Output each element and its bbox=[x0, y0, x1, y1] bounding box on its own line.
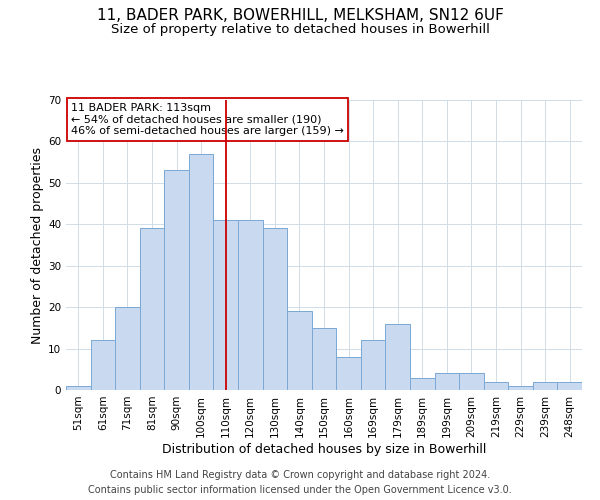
Bar bbox=[66, 386, 91, 390]
Bar bbox=[189, 154, 214, 390]
Text: Size of property relative to detached houses in Bowerhill: Size of property relative to detached ho… bbox=[110, 22, 490, 36]
Bar bbox=[557, 382, 582, 390]
Bar bbox=[238, 220, 263, 390]
Bar bbox=[410, 378, 434, 390]
Bar bbox=[385, 324, 410, 390]
Bar bbox=[91, 340, 115, 390]
Bar bbox=[164, 170, 189, 390]
Bar bbox=[115, 307, 140, 390]
Bar bbox=[263, 228, 287, 390]
Bar bbox=[508, 386, 533, 390]
Bar bbox=[287, 312, 312, 390]
Bar bbox=[533, 382, 557, 390]
Text: 11 BADER PARK: 113sqm
← 54% of detached houses are smaller (190)
46% of semi-det: 11 BADER PARK: 113sqm ← 54% of detached … bbox=[71, 103, 344, 136]
Bar bbox=[140, 228, 164, 390]
Y-axis label: Number of detached properties: Number of detached properties bbox=[31, 146, 44, 344]
X-axis label: Distribution of detached houses by size in Bowerhill: Distribution of detached houses by size … bbox=[162, 442, 486, 456]
Bar bbox=[484, 382, 508, 390]
Bar bbox=[336, 357, 361, 390]
Text: Contains HM Land Registry data © Crown copyright and database right 2024.
Contai: Contains HM Land Registry data © Crown c… bbox=[88, 470, 512, 495]
Bar bbox=[459, 374, 484, 390]
Bar bbox=[361, 340, 385, 390]
Bar bbox=[312, 328, 336, 390]
Text: 11, BADER PARK, BOWERHILL, MELKSHAM, SN12 6UF: 11, BADER PARK, BOWERHILL, MELKSHAM, SN1… bbox=[97, 8, 503, 22]
Bar bbox=[214, 220, 238, 390]
Bar bbox=[434, 374, 459, 390]
